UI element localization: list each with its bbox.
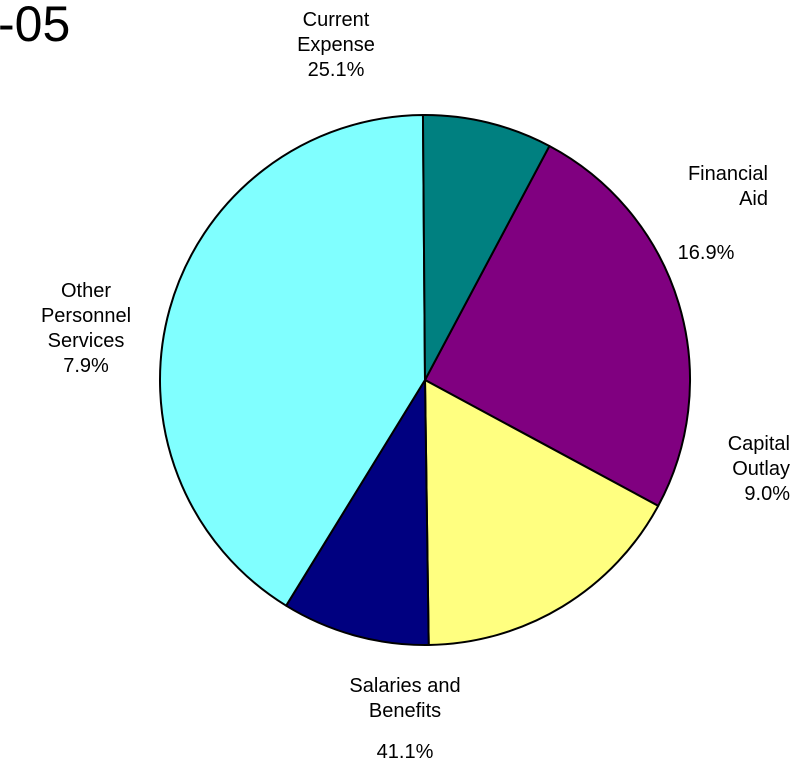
slice-value-current-expense: 25.1% [307,59,365,81]
slice-label-other-personnel-line1: Other [60,280,112,302]
slice-value-other-personnel: 7.9% [63,355,109,377]
slice-label-other-personnel-line3: Services [47,330,125,352]
slice-label-other-personnel-line2: Personnel [40,305,132,327]
slice-label-salaries-benefits-line1: Salaries and [349,675,461,697]
slice-value-capital-outlay: 9.0% [744,483,790,505]
pie-slice-financial-aid [424,379,660,646]
slice-label-financial-aid-line2: Aid [739,188,768,210]
pie-slice-other-personnel-services [421,114,551,381]
slice-label-salaries-benefits-line2: Benefits [368,700,442,722]
slice-label-salaries-benefits: Salaries and Benefits [320,674,490,724]
slice-label-other-personnel: Other Personnel Services 7.9% [26,279,146,379]
slice-label-financial-aid-line1: Financial [687,163,768,185]
pie-slice-current-expense [424,145,691,507]
chart-title-fragment: -05 [0,0,71,52]
pie-slice-capital-outlay [285,379,430,646]
slice-label-current-expense-line2: Expense [297,34,375,56]
slice-label-capital-outlay: Capital Outlay 9.0% [700,432,790,507]
slice-value-financial-aid: 16.9% [677,242,735,264]
slice-label-capital-outlay-line1: Capital [727,433,790,455]
pie-slice-salaries-and-benefits [159,114,426,607]
slice-label-financial-aid: Financial Aid [650,162,768,212]
slice-label-capital-outlay-line2: Outlay [732,458,790,480]
slice-label-current-expense-line1: Current [302,9,370,31]
slice-value-salaries-benefits: 41.1% [376,741,434,763]
slice-label-current-expense: Current Expense 25.1% [292,8,380,83]
